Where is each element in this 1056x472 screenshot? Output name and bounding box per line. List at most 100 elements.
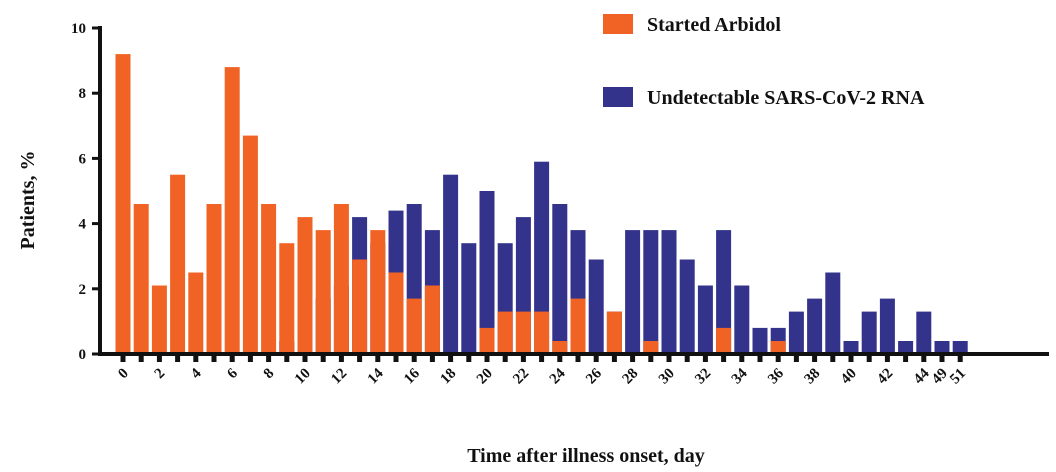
x-tick-label-18: 18 [438,366,460,388]
x-tick-mark-11 [320,354,326,362]
x-tick-label-10: 10 [292,366,314,388]
x-tick-mark-21 [502,354,508,362]
bar-undetectable-rna-33 [716,230,732,354]
bar-started-arbidol-12 [333,204,349,354]
bar-started-arbidol-13 [352,259,368,354]
x-tick-mark-31 [684,354,690,362]
x-tick-mark-6 [229,354,235,362]
bar-undetectable-rna-34 [734,285,750,354]
bar-started-arbidol-21 [497,311,513,354]
bar-started-arbidol-23 [534,311,550,354]
y-tick-label-2: 2 [79,282,87,298]
bar-started-arbidol-16 [406,298,422,354]
x-tick-mark-24 [557,354,563,362]
bar-undetectable-rna-43 [898,341,914,354]
bar-undetectable-rna-20 [479,191,495,354]
y-axis-ticks: 0 2 4 6 8 10 [71,21,100,363]
x-tick-mark-23 [539,354,545,362]
bar-started-arbidol-14 [370,230,386,354]
x-tick-label-51: 51 [947,366,969,388]
x-tick-mark-35 [757,354,763,362]
bar-undetectable-rna-30 [661,230,677,354]
x-tick-mark-4 [193,354,199,362]
x-tick-mark-44 [921,354,927,362]
x-tick-mark-18 [448,354,454,362]
x-tick-mark-51 [957,354,963,362]
x-tick-mark-0 [120,354,126,362]
bar-started-arbidol-27 [606,311,622,354]
bar-undetectable-rna-40 [843,341,859,354]
bar-undetectable-rna-29 [643,230,659,354]
x-axis-title: Time after illness onset, day [467,445,705,467]
bar-undetectable-rna-39 [825,272,841,354]
bar-undetectable-rna-24 [552,204,568,354]
x-tick-mark-41 [866,354,872,362]
x-tick-label-12: 12 [328,366,350,388]
x-tick-label-16: 16 [401,365,423,387]
bar-undetectable-rna-51 [952,341,968,354]
x-tick-mark-20 [484,354,490,362]
x-tick-mark-49 [939,354,945,362]
bar-undetectable-rna-32 [697,285,713,354]
bar-started-arbidol-4 [188,272,204,354]
x-tick-label-20: 20 [474,366,496,388]
x-tick-mark-3 [175,354,181,362]
x-tick-label-38: 38 [802,366,824,388]
x-tick-mark-14 [375,354,381,362]
x-tick-mark-30 [666,354,672,362]
x-tick-mark-13 [357,354,363,362]
x-tick-mark-32 [702,354,708,362]
x-tick-mark-2 [156,354,162,362]
bar-undetectable-rna-18 [443,174,459,354]
x-tick-mark-36 [775,354,781,362]
x-tick-label-34: 34 [729,365,751,387]
bar-started-arbidol-2 [151,285,167,354]
x-axis-ticks: 0 2 4 6 8 10 12 14 16 18 20 22 24 26 28 30 32 34 36 38 40 42 4… [115,354,969,387]
bar-started-arbidol-36 [770,341,786,354]
x-tick-label-22: 22 [510,366,532,388]
x-tick-label-42: 42 [874,366,896,388]
x-tick-mark-1 [138,354,144,362]
bar-undetectable-rna-35 [752,327,768,354]
bar-started-arbidol-24 [552,341,568,354]
x-tick-mark-5 [211,354,217,362]
bar-undetectable-rna-31 [679,259,695,354]
bar-started-arbidol-3 [170,174,186,354]
legend: Started Arbidol Undetectable SARS-CoV-2 … [603,14,925,109]
bar-started-arbidol-17 [424,285,440,354]
x-tick-label-0: 0 [115,366,132,383]
x-tick-label-36: 36 [765,365,787,387]
bar-undetectable-rna-49 [934,341,950,354]
x-tick-label-28: 28 [620,366,642,388]
bar-started-arbidol-33 [716,327,732,354]
bar-undetectable-rna-44 [916,311,932,354]
x-tick-mark-16 [411,354,417,362]
legend-swatch-started-arbidol [603,14,633,34]
x-tick-mark-19 [466,354,472,362]
bar-undetectable-rna-37 [788,311,804,354]
x-tick-mark-42 [884,354,890,362]
bar-started-arbidol-25 [570,298,586,354]
x-tick-mark-34 [739,354,745,362]
x-tick-mark-12 [338,354,344,362]
bar-started-arbidol-20 [479,327,495,354]
x-tick-mark-22 [520,354,526,362]
bar-undetectable-rna-23 [534,161,550,354]
legend-swatch-undetectable-rna [603,87,633,107]
bar-started-arbidol-6 [224,67,240,354]
x-tick-mark-29 [648,354,654,362]
y-tick-label-10: 10 [71,21,86,37]
x-tick-mark-43 [903,354,909,362]
bar-started-arbidol-15 [388,272,404,354]
bars-group [115,54,968,354]
x-tick-label-32: 32 [692,366,714,388]
y-tick-label-6: 6 [79,151,87,167]
bar-undetectable-rna-26 [588,259,604,354]
x-tick-label-24: 24 [547,365,569,387]
x-tick-label-4: 4 [188,365,205,382]
y-tick-label-8: 8 [79,86,87,102]
x-tick-mark-7 [247,354,253,362]
x-tick-label-40: 40 [838,366,860,388]
bar-started-arbidol-10 [297,217,313,354]
